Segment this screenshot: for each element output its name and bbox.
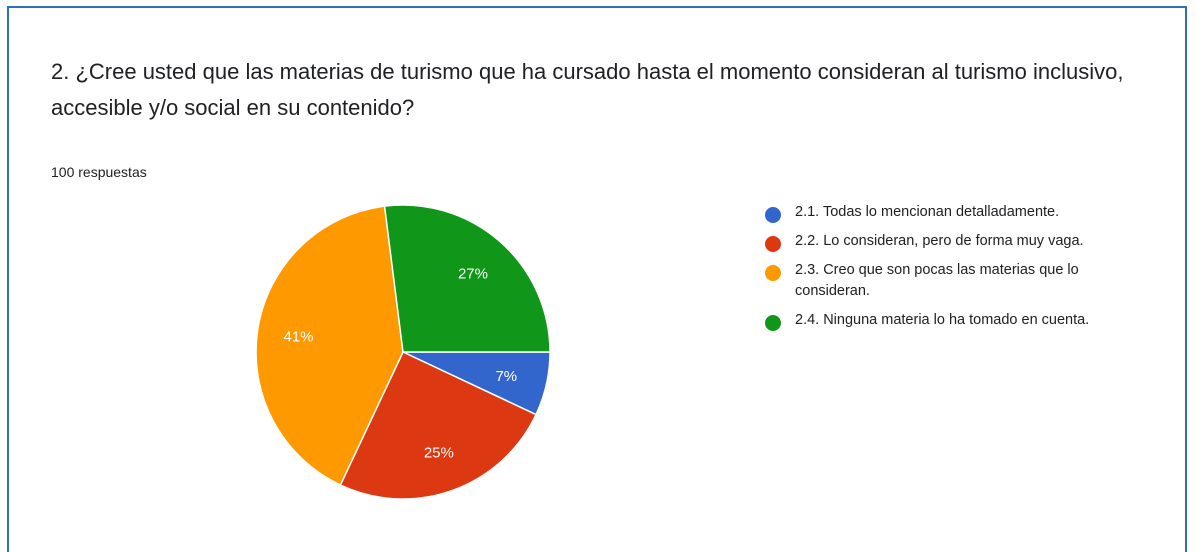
slice-label-4: 27%	[458, 266, 488, 283]
slice-label-3: 41%	[283, 328, 313, 345]
slice-label-1: 7%	[495, 368, 517, 385]
pie-slice-3[interactable]	[255, 205, 404, 487]
pie-slice-2[interactable]	[339, 351, 538, 500]
pie-slice-4[interactable]	[383, 204, 551, 353]
legend-swatch-icon	[765, 236, 781, 252]
question-title: 2. ¿Cree usted que las materias de turis…	[51, 59, 1124, 120]
legend-label: 2.1. Todas lo mencionan detalladamente.	[795, 204, 1060, 220]
legend-item-2[interactable]: 2.2. Lo consideran, pero de forma muy va…	[765, 231, 1145, 252]
legend-item-3[interactable]: 2.3. Creo que son pocas las materias que…	[765, 260, 1145, 302]
question-card: 2. ¿Cree usted que las materias de turis…	[7, 6, 1187, 552]
legend-label: 2.3. Creo que son pocas las materias que…	[795, 262, 1079, 299]
legend-label: 2.4. Ninguna materia lo ha tomado en cue…	[795, 312, 1090, 328]
legend-label: 2.2. Lo consideran, pero de forma muy va…	[795, 233, 1084, 249]
response-count: 100 respuestas	[51, 164, 147, 180]
legend-item-1[interactable]: 2.1. Todas lo mencionan detalladamente.	[765, 202, 1145, 223]
slice-label-2: 25%	[424, 445, 454, 462]
legend-swatch-icon	[765, 207, 781, 223]
legend-swatch-icon	[765, 265, 781, 281]
legend-swatch-icon	[765, 315, 781, 331]
chart-legend: 2.1. Todas lo mencionan detalladamente. 2…	[765, 202, 1145, 339]
legend-item-4[interactable]: 2.4. Ninguna materia lo ha tomado en cue…	[765, 310, 1145, 331]
